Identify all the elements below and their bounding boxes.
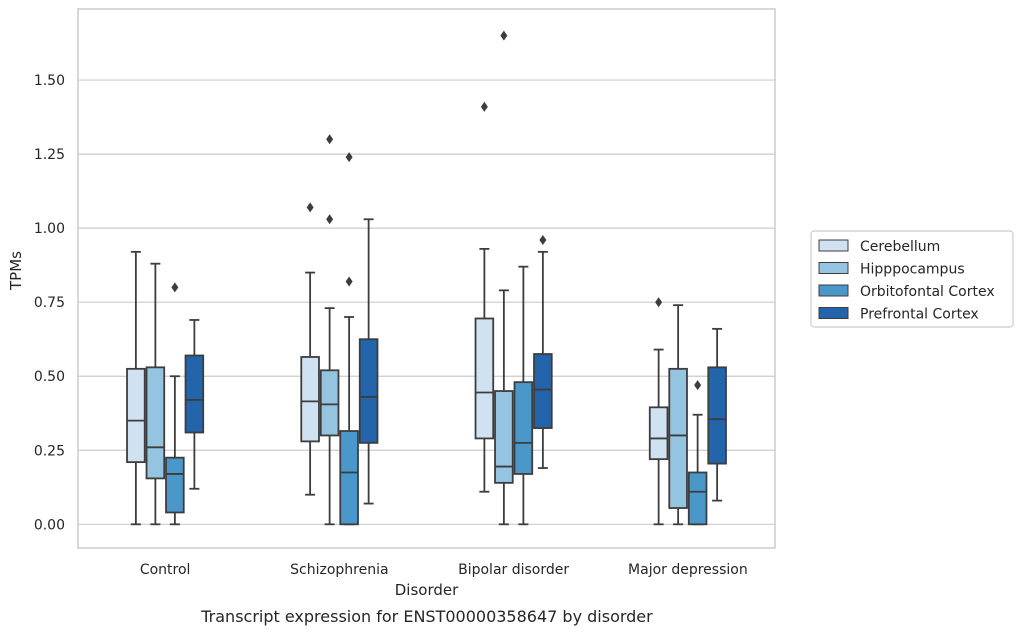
x-tick-label: Schizophrenia — [290, 562, 388, 578]
legend-swatch — [818, 307, 849, 319]
y-axis-label: TPMs — [7, 251, 25, 291]
box-orbitofontal-cortex-0 — [165, 282, 185, 526]
legend-label: Cerebellum — [860, 239, 940, 255]
legend-label: Orbitofontal Cortex — [860, 284, 995, 300]
box-iqr — [648, 406, 669, 461]
box-prefrontal-cortex-0 — [184, 319, 205, 490]
y-tick-label: 0.75 — [34, 295, 65, 311]
box-hipppocampus-1 — [319, 134, 340, 526]
y-tick-label: 1.25 — [34, 147, 65, 163]
box-iqr — [494, 390, 514, 484]
outlier-point — [655, 297, 663, 308]
box-hipppocampus-0 — [145, 262, 166, 526]
y-tick-label: 0.25 — [34, 443, 65, 459]
boxes — [126, 30, 727, 526]
outlier-point — [345, 152, 353, 163]
outlier-point — [326, 214, 334, 225]
y-axis-ticks: 0.00 0.25 0.50 0.75 1.00 1.25 1.50 — [34, 73, 65, 533]
box-hipppocampus-2 — [494, 30, 514, 526]
y-tick-label: 1.50 — [34, 73, 65, 89]
box-iqr — [126, 367, 146, 464]
box-iqr — [184, 354, 205, 434]
outlier-point — [480, 101, 488, 112]
outlier-point — [306, 202, 314, 213]
box-cerebellum-2 — [474, 101, 495, 493]
plot-frame — [77, 8, 776, 549]
legend: Cerebellum Hipppocampus Orbitofontal Corte… — [810, 230, 1014, 328]
outlier-point — [694, 380, 702, 391]
box-iqr — [145, 366, 166, 480]
legend-frame — [810, 230, 1014, 328]
box-iqr — [707, 366, 727, 465]
box-iqr — [513, 381, 534, 475]
outlier-point — [326, 134, 334, 145]
x-axis-label: Disorder — [395, 581, 459, 599]
legend-label: Hipppocampus — [860, 262, 965, 278]
outlier-point — [171, 282, 179, 293]
box-orbitofontal-cortex-2 — [513, 265, 534, 526]
legend-label: Prefrontal Cortex — [860, 307, 979, 323]
outlier-point — [345, 276, 353, 287]
box-prefrontal-cortex-3 — [707, 327, 727, 502]
outlier-point — [539, 235, 547, 245]
box-iqr — [533, 353, 553, 429]
y-tick-label: 1.00 — [34, 221, 65, 237]
box-iqr — [319, 369, 340, 437]
y-tick-label: 0.00 — [34, 517, 65, 533]
x-tick-label: Control — [140, 562, 191, 578]
box-prefrontal-cortex-2 — [533, 235, 553, 469]
box-iqr — [687, 471, 708, 526]
box-iqr — [668, 367, 688, 509]
legend-swatch — [818, 284, 849, 297]
box-prefrontal-cortex-1 — [358, 218, 379, 505]
box-cerebellum-1 — [300, 202, 320, 496]
chart-caption: Transcript expression for ENST0000035864… — [200, 607, 653, 626]
box-cerebellum-3 — [648, 297, 669, 526]
box-hipppocampus-3 — [668, 304, 688, 526]
x-tick-label: Major depression — [628, 562, 748, 578]
box-iqr — [300, 356, 320, 443]
x-tick-label: Bipolar disorder — [458, 562, 569, 578]
x-axis-ticks: Control Schizophrenia Bipolar disorder Majo… — [140, 562, 748, 578]
outlier-point — [500, 30, 508, 41]
box-orbitofontal-cortex-3 — [687, 380, 708, 526]
box-orbitofontal-cortex-1 — [339, 152, 359, 526]
box-iqr — [165, 456, 185, 514]
box-cerebellum-0 — [126, 250, 146, 526]
box-iqr — [339, 430, 359, 526]
legend-swatch — [818, 262, 849, 274]
y-tick-label: 0.50 — [34, 369, 65, 385]
legend-swatch — [818, 239, 849, 252]
box-iqr — [358, 338, 379, 444]
box-iqr — [474, 317, 495, 440]
